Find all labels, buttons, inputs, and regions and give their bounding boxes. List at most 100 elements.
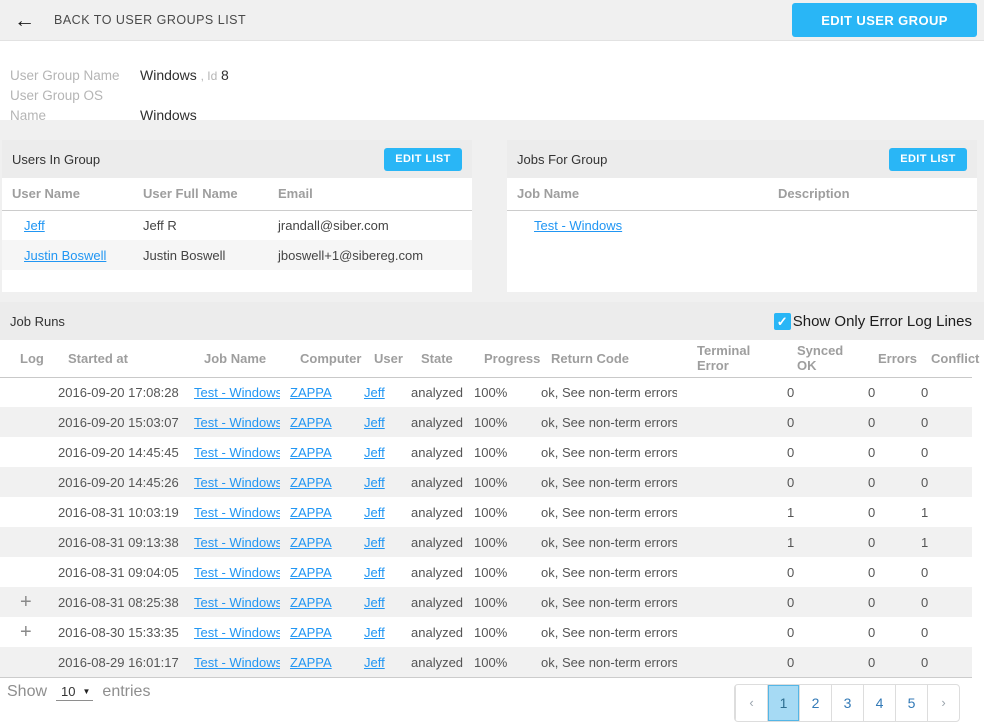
terminal-error-cell <box>677 377 777 407</box>
state-cell: analyzed <box>411 444 464 460</box>
run-computer-link[interactable]: ZAPPA <box>290 414 332 430</box>
synced-ok-cell: 1 <box>787 504 795 520</box>
page-button[interactable]: 3 <box>831 685 863 721</box>
terminal-error-cell <box>677 647 777 677</box>
page-button[interactable]: 1 <box>767 685 799 721</box>
run-computer-link[interactable]: ZAPPA <box>290 534 332 550</box>
expand-log-icon[interactable]: + <box>20 621 32 643</box>
run-computer-link[interactable]: ZAPPA <box>290 384 332 400</box>
run-user-link[interactable]: Jeff <box>364 624 385 640</box>
conflict-cell: 0 <box>921 474 929 490</box>
caret-down-icon: ▼ <box>82 687 91 696</box>
job-runs-column-header: State <box>401 340 464 378</box>
page-size-dropdown[interactable]: 10 ▼ <box>56 682 94 701</box>
page-button[interactable]: › <box>927 685 959 721</box>
user-full-name-cell: Justin Boswell <box>143 247 226 263</box>
user-name-link[interactable]: Jeff <box>24 217 45 233</box>
errors-cell: 0 <box>868 534 876 550</box>
run-job-name-link[interactable]: Test - Windows <box>194 594 280 610</box>
job-runs-column-header: Computer <box>280 340 361 378</box>
started-at-cell: 2016-08-30 15:33:35 <box>58 624 179 640</box>
run-computer-link[interactable]: ZAPPA <box>290 474 332 490</box>
run-user-link[interactable]: Jeff <box>364 594 385 610</box>
page-button[interactable]: 5 <box>895 685 927 721</box>
job-runs-column-header: Return Code <box>531 340 677 378</box>
group-info-section: User Group Name Windows , Id 8 User Group… <box>0 41 984 123</box>
synced-ok-cell: 0 <box>787 624 795 640</box>
errors-cell: 0 <box>868 504 876 520</box>
jobs-edit-list-button[interactable]: EDIT LIST <box>889 147 967 171</box>
run-user-link[interactable]: Jeff <box>364 564 385 580</box>
progress-cell: 100% <box>474 594 508 610</box>
jobs-panel-title: Jobs For Group <box>517 151 608 167</box>
started-at-cell: 2016-09-20 15:03:07 <box>58 414 179 430</box>
state-cell: analyzed <box>411 384 464 400</box>
run-job-name-link[interactable]: Test - Windows <box>194 534 280 550</box>
return-code-cell: ok, See non-term errors <box>541 414 677 430</box>
progress-cell: 100% <box>474 414 508 430</box>
user-name-link[interactable]: Justin Boswell <box>24 247 107 263</box>
job-runs-column-header: Synced OK <box>777 340 858 378</box>
run-computer-link[interactable]: ZAPPA <box>290 564 332 580</box>
run-user-link[interactable]: Jeff <box>364 414 385 430</box>
back-to-user-groups-link[interactable]: BACK TO USER GROUPS LIST <box>54 13 247 27</box>
run-user-link[interactable]: Jeff <box>364 504 385 520</box>
errors-cell: 0 <box>868 594 876 610</box>
page-button[interactable]: 2 <box>799 685 831 721</box>
conflict-cell: 1 <box>921 504 929 520</box>
run-computer-link[interactable]: ZAPPA <box>290 624 332 640</box>
expand-log-icon[interactable]: + <box>20 591 32 613</box>
conflict-cell: 0 <box>921 594 929 610</box>
page-button[interactable]: ‹ <box>735 685 767 721</box>
synced-ok-cell: 0 <box>787 384 795 400</box>
progress-cell: 100% <box>474 474 508 490</box>
job-run-row: 2016-09-20 14:45:26 Test - Windows ZAPPA… <box>0 467 972 497</box>
users-panel-header: Users In Group EDIT LIST <box>2 140 472 178</box>
run-computer-link[interactable]: ZAPPA <box>290 444 332 460</box>
users-table: User Name User Full Name Email Jeff Jeff R… <box>2 178 472 270</box>
terminal-error-cell <box>677 467 777 497</box>
users-edit-list-button[interactable]: EDIT LIST <box>384 147 462 171</box>
run-user-link[interactable]: Jeff <box>364 654 385 670</box>
job-run-row: 2016-08-29 16:01:17 Test - Windows ZAPPA… <box>0 647 972 677</box>
run-job-name-link[interactable]: Test - Windows <box>194 564 280 580</box>
user-row: Justin Boswell Justin Boswell jboswell+1… <box>2 240 472 270</box>
back-arrow-icon[interactable]: ← <box>14 8 35 32</box>
run-user-link[interactable]: Jeff <box>364 534 385 550</box>
run-computer-link[interactable]: ZAPPA <box>290 654 332 670</box>
run-job-name-link[interactable]: Test - Windows <box>194 474 280 490</box>
show-label: Show <box>7 682 48 700</box>
job-name-link[interactable]: Test - Windows <box>534 217 623 233</box>
run-job-name-link[interactable]: Test - Windows <box>194 444 280 460</box>
job-description-cell <box>768 210 977 240</box>
synced-ok-cell: 1 <box>787 534 795 550</box>
started-at-cell: 2016-08-31 10:03:19 <box>58 504 179 520</box>
state-cell: analyzed <box>411 594 464 610</box>
run-user-link[interactable]: Jeff <box>364 444 385 460</box>
job-run-row: + 2016-08-31 08:25:38 Test - Windows ZAP… <box>0 587 972 617</box>
job-run-row: 2016-09-20 15:03:07 Test - Windows ZAPPA… <box>0 407 972 437</box>
error-log-filter[interactable]: ✓ Show Only Error Log Lines <box>773 312 972 330</box>
page-button[interactable]: 4 <box>863 685 895 721</box>
run-job-name-link[interactable]: Test - Windows <box>194 624 280 640</box>
edit-user-group-button[interactable]: EDIT USER GROUP <box>792 3 977 37</box>
run-computer-link[interactable]: ZAPPA <box>290 594 332 610</box>
progress-cell: 100% <box>474 444 508 460</box>
job-run-row: + 2016-08-30 15:33:35 Test - Windows ZAP… <box>0 617 972 647</box>
conflict-cell: 1 <box>921 534 929 550</box>
errors-cell: 0 <box>868 564 876 580</box>
run-job-name-link[interactable]: Test - Windows <box>194 384 280 400</box>
return-code-cell: ok, See non-term errors <box>541 654 677 670</box>
job-runs-table-wrap: Log Started at Job Name Computer User State Pr… <box>0 340 979 677</box>
run-user-link[interactable]: Jeff <box>364 384 385 400</box>
run-job-name-link[interactable]: Test - Windows <box>194 414 280 430</box>
state-cell: analyzed <box>411 534 464 550</box>
progress-cell: 100% <box>474 504 508 520</box>
run-user-link[interactable]: Jeff <box>364 474 385 490</box>
run-computer-link[interactable]: ZAPPA <box>290 504 332 520</box>
run-job-name-link[interactable]: Test - Windows <box>194 654 280 670</box>
top-bar: ← BACK TO USER GROUPS LIST EDIT USER GRO… <box>0 0 984 41</box>
run-job-name-link[interactable]: Test - Windows <box>194 504 280 520</box>
job-run-row: 2016-08-31 09:04:05 Test - Windows ZAPPA… <box>0 557 972 587</box>
checkbox-checked-icon[interactable]: ✓ <box>773 312 791 330</box>
